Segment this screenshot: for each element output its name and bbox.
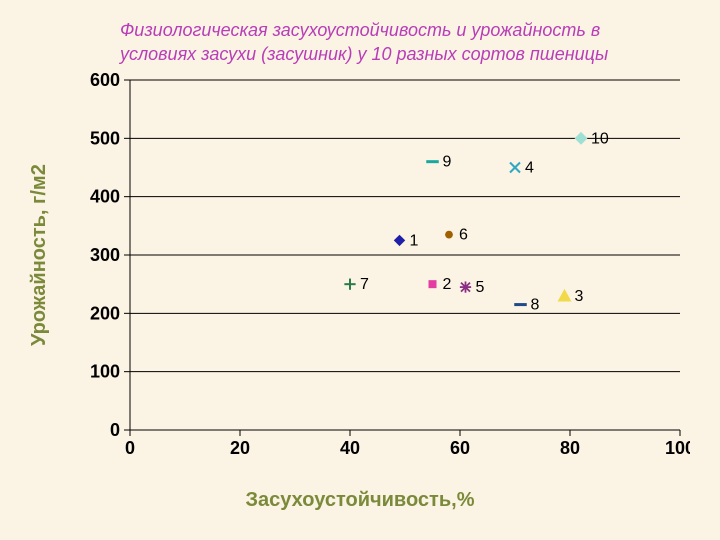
svg-text:20: 20 xyxy=(230,438,250,458)
svg-text:200: 200 xyxy=(90,303,120,323)
svg-text:100: 100 xyxy=(90,362,120,382)
svg-text:600: 600 xyxy=(90,70,120,90)
svg-text:4: 4 xyxy=(525,160,534,177)
svg-text:2: 2 xyxy=(443,276,452,293)
svg-text:80: 80 xyxy=(560,438,580,458)
scatter-plot: 0 100 200 300 400 500 600 0 20 40 60 80 100 1 2 3 4 5 6 7 8 9… xyxy=(70,70,690,470)
svg-text:0: 0 xyxy=(125,438,135,458)
svg-text:60: 60 xyxy=(450,438,470,458)
svg-text:100: 100 xyxy=(665,438,690,458)
x-axis-label: Засухоустойчивость,% xyxy=(0,489,720,512)
svg-text:5: 5 xyxy=(476,279,485,296)
svg-text:3: 3 xyxy=(575,288,584,305)
chart-title: Физиологическая засухоустойчивость и уро… xyxy=(120,18,660,67)
svg-text:6: 6 xyxy=(459,227,468,244)
svg-text:40: 40 xyxy=(340,438,360,458)
y-axis-label: Урожайность, г/м2 xyxy=(28,164,51,346)
svg-text:1: 1 xyxy=(410,232,419,249)
plot-svg: 0 100 200 300 400 500 600 0 20 40 60 80 100 1 2 3 4 5 6 7 8 9… xyxy=(70,70,690,470)
svg-text:10: 10 xyxy=(591,130,609,147)
svg-text:8: 8 xyxy=(531,297,540,314)
svg-text:0: 0 xyxy=(110,420,120,440)
svg-text:7: 7 xyxy=(360,276,369,293)
svg-text:400: 400 xyxy=(90,187,120,207)
svg-text:300: 300 xyxy=(90,245,120,265)
svg-text:500: 500 xyxy=(90,128,120,148)
svg-text:9: 9 xyxy=(443,154,452,171)
